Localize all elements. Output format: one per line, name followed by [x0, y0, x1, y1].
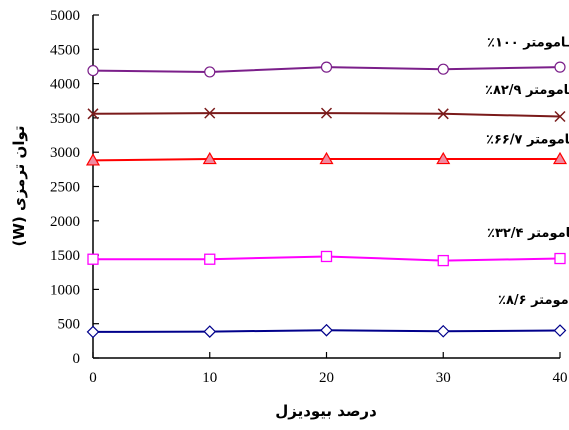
series-labels: بار دینـــامومتر ۱۰۰٪ بار دینـــامومتر ۸۲… [485, 36, 569, 308]
data-point [87, 64, 99, 77]
data-point [552, 151, 568, 165]
series-label: بار دینـــامومتر ۳۲/۴٪ [487, 226, 569, 241]
data-point [320, 323, 333, 337]
data-point [204, 66, 216, 78]
y-tick-label: 1000 [50, 282, 80, 298]
data-point [87, 253, 99, 265]
data-point [554, 61, 566, 73]
series-label: بار دینـــامومتر ۱۰۰٪ [487, 36, 569, 51]
data-point [203, 325, 217, 338]
data-point [320, 250, 333, 263]
series-label: بار دینـــامومتر ۸/۶٪ [498, 293, 569, 308]
y-tick-label: 500 [58, 317, 81, 333]
data-point [437, 108, 449, 120]
data-point [437, 63, 449, 75]
y-axis-title: توان ترمزی (W) [10, 125, 28, 246]
x-tick-label: 30 [436, 370, 451, 386]
x-tick-label: 40 [553, 370, 568, 386]
data-point [554, 252, 566, 265]
x-tick-label: 20 [319, 370, 334, 386]
data-point [319, 151, 334, 165]
y-tick-label: 1500 [50, 248, 80, 264]
data-point [204, 253, 216, 265]
series-label: بار دینـــامومتر ۸۲/۹٪ [485, 83, 569, 98]
y-tick-label: 3000 [50, 145, 80, 161]
data-point [204, 107, 216, 119]
series-0 [87, 61, 566, 78]
series-3 [87, 250, 566, 267]
series-label: بار دینـــامومتر ۶۶/۷٪ [486, 132, 569, 147]
x-tick-label: 0 [89, 370, 97, 386]
data-point [202, 151, 217, 165]
series-2 [85, 151, 568, 166]
data-point [320, 61, 333, 73]
y-tick-label: 2000 [50, 214, 80, 230]
series-layer [85, 61, 568, 339]
y-tick-label: 5000 [50, 8, 80, 24]
data-point [436, 151, 451, 165]
y-tick-label: 2500 [50, 180, 80, 196]
series-1 [87, 107, 566, 123]
data-point [87, 108, 99, 120]
y-ticks: 0 500 1000 1500 2000 2500 3000 3500 4000 4500 5000 [50, 8, 99, 367]
y-tick-label: 3500 [50, 111, 80, 127]
series-4 [86, 323, 567, 339]
y-tick-label: 4500 [50, 42, 80, 58]
x-ticks: 0 10 20 30 40 [89, 352, 568, 386]
data-point [320, 107, 333, 119]
y-tick-label: 4000 [50, 77, 80, 93]
data-point [86, 325, 100, 339]
data-point [553, 324, 567, 337]
x-axis-title: درصد بیودیزل [275, 402, 377, 420]
data-point [436, 324, 450, 338]
data-point [85, 153, 101, 166]
y-tick-label: 0 [73, 351, 81, 367]
data-point [437, 254, 449, 267]
data-point [554, 110, 566, 123]
x-tick-label: 10 [202, 370, 217, 386]
